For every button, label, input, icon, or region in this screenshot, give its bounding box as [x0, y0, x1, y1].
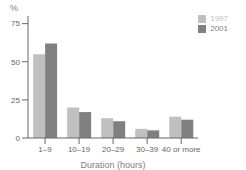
svg-text:Duration (hours): Duration (hours)	[81, 160, 146, 170]
svg-text:20–29: 20–29	[102, 145, 125, 154]
svg-text:50: 50	[11, 58, 20, 67]
svg-text:30–39: 30–39	[136, 145, 159, 154]
html-text:1997: 1997	[210, 14, 228, 23]
svg-text:1–9: 1–9	[38, 145, 52, 154]
svg-text:%: %	[10, 3, 18, 13]
svg-text:40 or more: 40 or more	[162, 145, 201, 154]
svg-text:25: 25	[11, 96, 20, 105]
svg-text:75: 75	[11, 19, 20, 28]
svg-text:10–19: 10–19	[68, 145, 91, 154]
svg-text:0: 0	[16, 134, 21, 143]
html-text:2001: 2001	[210, 24, 228, 33]
